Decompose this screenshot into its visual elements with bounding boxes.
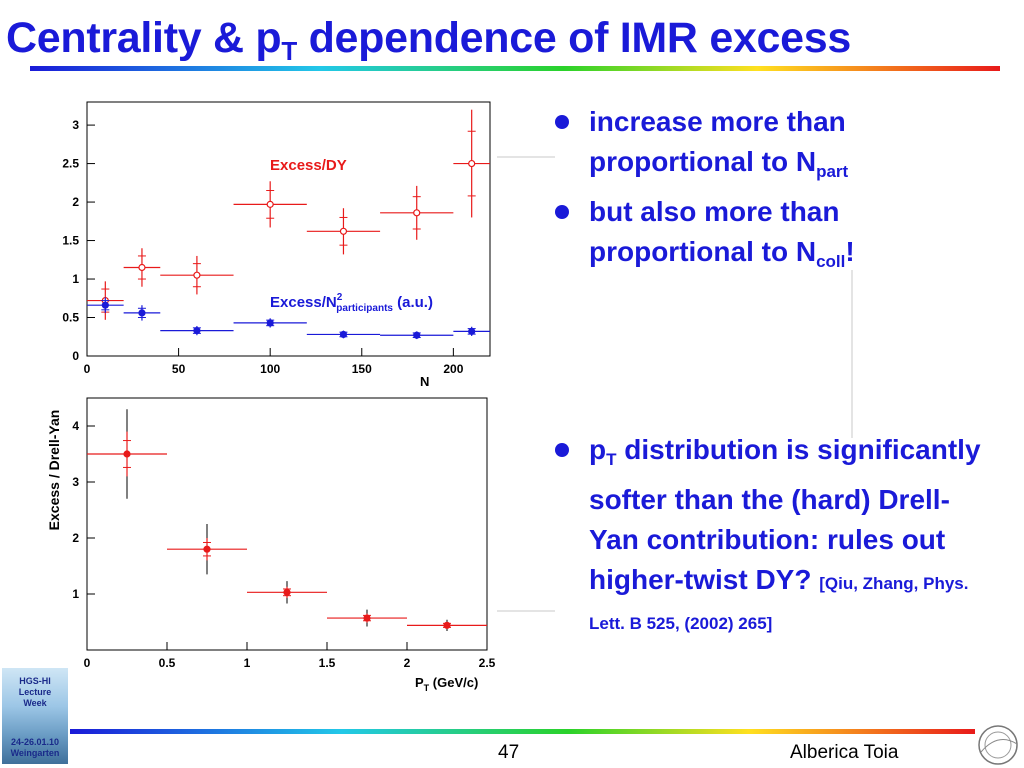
data-point	[266, 319, 274, 327]
bullet-dot-icon	[555, 443, 569, 457]
logo-text: 24-26.01.10	[10, 737, 60, 747]
y-tick-label: 2	[72, 531, 79, 545]
data-point	[283, 588, 291, 596]
data-point	[413, 331, 421, 339]
slide-number: 47	[498, 742, 520, 763]
data-point	[123, 450, 131, 458]
plot-frame	[86, 101, 491, 357]
data-point	[339, 227, 348, 235]
x-tick-label: 0	[84, 362, 91, 376]
bullet-dot-icon	[555, 115, 569, 129]
data-point	[339, 330, 348, 339]
data-point	[363, 614, 371, 622]
title-text: Centrality & p	[6, 14, 282, 62]
y-tick-label: 1.5	[62, 234, 79, 248]
y-tick-label: 4	[72, 419, 79, 433]
data-point	[413, 209, 421, 217]
legend-excess-npart: Excess/N2 participants (a.u.)	[270, 292, 433, 314]
x-tick-label: 1	[244, 656, 251, 670]
y-tick-label: 0	[72, 349, 79, 363]
bullet-item: increase more than proportional to Npart	[555, 102, 995, 192]
legend-excess-dy: Excess/DY	[270, 157, 347, 174]
data-point	[193, 271, 201, 279]
data-point	[468, 327, 476, 335]
y-tick-label: 1	[72, 272, 79, 286]
y-axis-label: Excess / Drell-Yan	[46, 410, 62, 531]
citation: [Qiu, Zhang, Phys. Lett. B 525, (2002) 2…	[589, 574, 969, 633]
data-point	[193, 327, 201, 335]
x-tick-label: 150	[352, 362, 372, 376]
logo-text: HGS-HI	[19, 676, 51, 686]
data-point	[266, 200, 274, 208]
x-axis-label: PT (GeV/c)	[415, 675, 478, 693]
x-tick-label: 2.5	[479, 656, 496, 670]
bullet-item: but also more than proportional to Ncoll…	[555, 192, 995, 282]
y-tick-label: 3	[72, 118, 79, 132]
data-point	[138, 263, 146, 272]
author-name: Alberica Toia	[790, 742, 899, 763]
footer-rainbow-bar	[70, 729, 975, 734]
x-tick-label: 200	[443, 362, 463, 376]
logo-text: Lecture	[18, 687, 52, 697]
data-point	[443, 621, 451, 629]
logo-text: Week	[23, 698, 47, 708]
bullet-item: pT distribution is significantly softer …	[555, 430, 995, 640]
centrality-chart: 0 50 100 150 200 0 0.5 1 1.5 2 2.5 3 N Excess/DY Exces…	[62, 101, 491, 389]
data-point	[138, 309, 146, 317]
x-tick-label: 100	[260, 362, 280, 376]
slide-title: Centrality & pT dependence of IMR excess	[6, 14, 851, 67]
plot-frame	[86, 397, 488, 651]
x-tick-label: 50	[172, 362, 186, 376]
x-tick-label: 1.5	[319, 656, 336, 670]
data-point	[203, 545, 211, 553]
x-axis-label: N	[420, 374, 429, 389]
lecture-week-logo: HGS-HI Lecture Week 24-26.01.10 Weingart…	[2, 668, 68, 764]
y-tick-label: 2.5	[62, 157, 79, 171]
y-tick-label: 0.5	[62, 311, 79, 325]
title-subscript: T	[281, 36, 297, 66]
y-tick-label: 1	[72, 587, 79, 601]
x-tick-label: 2	[404, 656, 411, 670]
title-text-end: dependence of IMR excess	[296, 14, 852, 62]
cern-logo-icon	[978, 725, 1018, 765]
x-tick-label: 0.5	[159, 656, 176, 670]
pt-chart: 0 0.5 1 1.5 2 2.5 1 2 3 4 PT (GeV/c) Excess / Drell…	[46, 397, 496, 693]
data-point	[468, 159, 476, 168]
bullet-list-bottom: pT distribution is significantly softer …	[555, 430, 995, 640]
bullet-list-top: increase more than proportional to Npart…	[555, 102, 995, 282]
x-tick-label: 0	[84, 656, 91, 670]
bullet-dot-icon	[555, 205, 569, 219]
title-rainbow-bar	[30, 66, 1000, 71]
y-tick-label: 3	[72, 475, 79, 489]
data-point	[101, 301, 109, 309]
y-tick-label: 2	[72, 195, 79, 209]
logo-text: Weingarten	[10, 748, 60, 758]
